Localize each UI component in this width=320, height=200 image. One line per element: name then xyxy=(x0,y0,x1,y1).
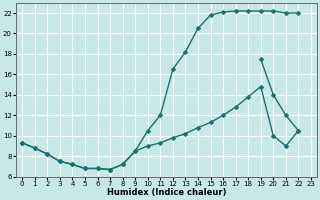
X-axis label: Humidex (Indice chaleur): Humidex (Indice chaleur) xyxy=(107,188,226,197)
